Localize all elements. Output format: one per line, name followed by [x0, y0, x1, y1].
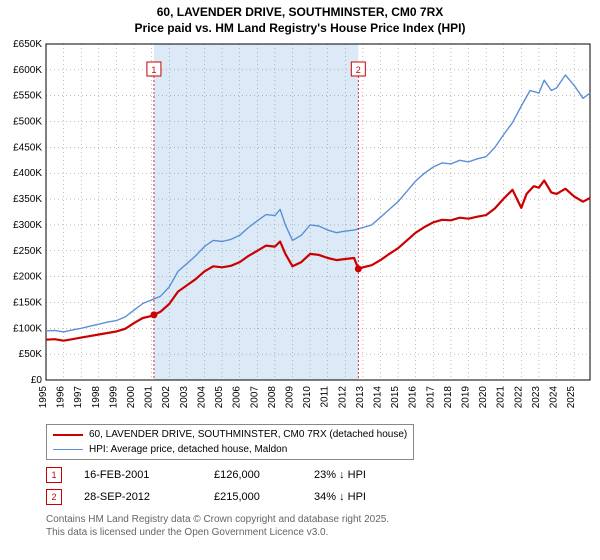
y-tick-label: £250K [13, 246, 42, 257]
x-tick-label: 1997 [73, 386, 84, 409]
x-tick-label: 2022 [513, 386, 524, 409]
legend-label: HPI: Average price, detached house, Mald… [89, 442, 287, 457]
y-tick-label: £50K [19, 349, 43, 360]
y-tick-label: £550K [13, 91, 42, 102]
y-tick-label: £150K [13, 297, 42, 308]
sale-date: 16-FEB-2001 [84, 469, 214, 481]
footer-line-2: This data is licensed under the Open Gov… [46, 527, 389, 540]
y-tick-label: £300K [13, 220, 42, 231]
x-tick-label: 2018 [443, 386, 454, 409]
y-tick-label: £600K [13, 65, 42, 76]
x-tick-label: 2001 [144, 386, 155, 409]
sale-diff: 23% ↓ HPI [314, 469, 424, 481]
chart-title: 60, LAVENDER DRIVE, SOUTHMINSTER, CM0 7R… [0, 0, 600, 36]
y-tick-label: £650K [13, 39, 42, 50]
x-tick-label: 2008 [267, 386, 278, 409]
x-tick-label: 2020 [478, 386, 489, 409]
y-tick-label: £350K [13, 194, 42, 205]
sale-marker: 1 [46, 467, 62, 483]
title-line-1: 60, LAVENDER DRIVE, SOUTHMINSTER, CM0 7R… [0, 4, 600, 20]
x-tick-label: 2013 [355, 386, 366, 409]
x-tick-label: 2007 [249, 386, 260, 409]
x-tick-label: 2004 [196, 386, 207, 409]
x-tick-label: 2011 [320, 386, 331, 408]
marker-number: 2 [356, 65, 361, 75]
sales-table: 1 16-FEB-2001£126,00023% ↓ HPI 2 28-SEP-201… [46, 464, 424, 508]
footer-attribution: Contains HM Land Registry data © Crown c… [46, 514, 389, 539]
x-tick-label: 2006 [232, 386, 243, 409]
x-tick-label: 2023 [531, 386, 542, 409]
x-tick-label: 2009 [284, 386, 295, 409]
legend-swatch [53, 449, 83, 450]
sale-row: 1 16-FEB-2001£126,00023% ↓ HPI [46, 464, 424, 486]
price-chart: £0 £50K £100K £150K £200K £250K £300K £350K £400… [0, 38, 600, 418]
x-tick-label: 2021 [496, 386, 507, 409]
sale-marker: 2 [46, 489, 62, 505]
sale-price: £215,000 [214, 491, 314, 503]
x-tick-label: 2010 [302, 386, 313, 409]
sale-price: £126,000 [214, 469, 314, 481]
x-tick-label: 2015 [390, 386, 401, 409]
y-tick-label: £100K [13, 323, 42, 334]
legend-label: 60, LAVENDER DRIVE, SOUTHMINSTER, CM0 7R… [89, 427, 407, 442]
x-tick-label: 1996 [56, 386, 67, 409]
footer-line-1: Contains HM Land Registry data © Crown c… [46, 514, 389, 527]
sale-date: 28-SEP-2012 [84, 491, 214, 503]
x-tick-label: 2019 [461, 386, 472, 409]
marker-number: 1 [151, 65, 156, 75]
x-tick-label: 1999 [108, 386, 119, 409]
y-tick-label: £400K [13, 168, 42, 179]
y-tick-label: £200K [13, 272, 42, 283]
legend-item: HPI: Average price, detached house, Mald… [53, 442, 407, 457]
y-tick-label: £0 [31, 375, 43, 386]
title-line-2: Price paid vs. HM Land Registry's House … [0, 20, 600, 36]
legend-item: 60, LAVENDER DRIVE, SOUTHMINSTER, CM0 7R… [53, 427, 407, 442]
y-tick-label: £450K [13, 142, 42, 153]
x-tick-label: 2003 [179, 386, 190, 409]
x-tick-label: 2024 [549, 386, 560, 409]
x-tick-label: 2025 [566, 386, 577, 409]
sale-diff: 34% ↓ HPI [314, 491, 424, 503]
x-tick-label: 2014 [372, 386, 383, 409]
x-tick-label: 2012 [337, 386, 348, 409]
y-tick-label: £500K [13, 117, 42, 128]
sale-row: 2 28-SEP-2012£215,00034% ↓ HPI [46, 486, 424, 508]
x-tick-label: 2017 [425, 386, 436, 409]
legend: 60, LAVENDER DRIVE, SOUTHMINSTER, CM0 7R… [46, 424, 414, 460]
x-tick-label: 2002 [161, 386, 172, 409]
legend-swatch [53, 434, 83, 436]
x-tick-label: 2016 [408, 386, 419, 409]
x-tick-label: 2005 [214, 386, 225, 409]
x-tick-label: 1998 [91, 386, 102, 409]
x-tick-label: 1995 [38, 386, 49, 409]
x-tick-label: 2000 [126, 386, 137, 409]
